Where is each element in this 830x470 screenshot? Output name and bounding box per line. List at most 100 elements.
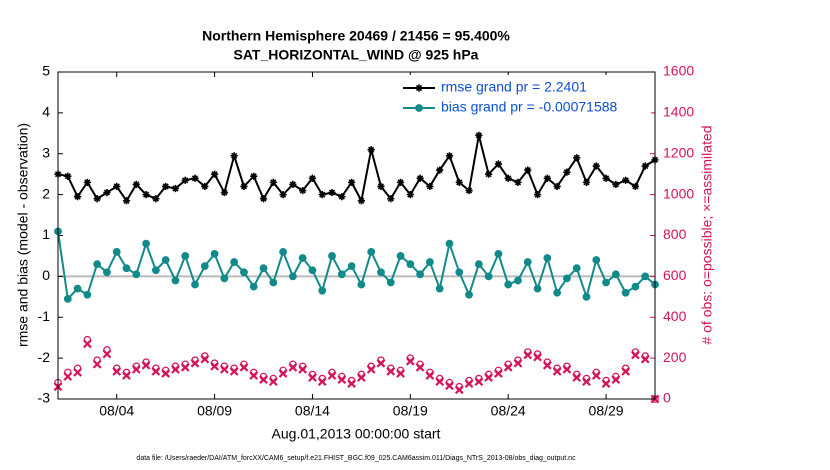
marker: [611, 270, 620, 279]
marker: [524, 166, 532, 174]
marker: [533, 352, 542, 362]
marker: [357, 373, 366, 382]
y2-tick-label: 1600: [663, 63, 694, 79]
marker: [591, 371, 601, 380]
chart-title: Northern Hemisphere 20469 / 21456 = 95.4…: [202, 28, 510, 44]
marker: [122, 371, 131, 380]
marker: [415, 362, 425, 372]
x-tick-label: 08/24: [491, 403, 526, 419]
marker: [161, 256, 170, 264]
marker: [318, 191, 326, 199]
marker: [475, 131, 483, 139]
marker: [141, 360, 151, 370]
marker: [533, 191, 542, 199]
y-tick-label: 0: [42, 267, 50, 283]
marker: [64, 172, 72, 180]
marker: [562, 364, 572, 374]
marker: [455, 268, 464, 277]
marker: [504, 174, 512, 182]
marker: [435, 377, 445, 387]
marker: [445, 152, 454, 160]
marker: [83, 178, 91, 186]
x-tick-label: 08/29: [589, 403, 624, 419]
marker: [180, 362, 190, 372]
marker: [201, 182, 209, 191]
marker: [396, 252, 405, 260]
marker: [406, 191, 414, 199]
x-tick-label: 08/19: [393, 403, 428, 419]
marker: [622, 176, 630, 184]
marker: [484, 373, 494, 382]
marker: [582, 377, 591, 387]
marker: [142, 191, 150, 199]
marker: [73, 368, 82, 377]
marker: [219, 364, 229, 374]
marker: [513, 358, 523, 368]
marker: [162, 182, 170, 191]
marker: [240, 268, 248, 277]
marker: [563, 274, 571, 283]
marker: [191, 174, 199, 182]
marker: [484, 272, 493, 281]
marker: [259, 264, 268, 273]
y-axis-label: rmse and bias (model - observation): [15, 123, 31, 347]
y2-tick-label: 800: [663, 226, 687, 242]
marker: [190, 358, 200, 368]
marker: [572, 264, 581, 273]
marker: [151, 266, 160, 275]
marker: [259, 195, 268, 203]
y-tick-label: 4: [42, 104, 50, 120]
marker: [122, 264, 131, 273]
marker: [631, 350, 640, 360]
marker: [191, 280, 199, 289]
marker: [641, 272, 650, 281]
marker: [347, 379, 356, 389]
y-tick-label: -2: [38, 349, 51, 365]
marker: [269, 178, 277, 186]
marker: [631, 282, 640, 291]
footnote: data file: /Users/raeder/DAI/ATM_forcXX/…: [136, 455, 576, 462]
marker: [112, 247, 121, 256]
y2-axis-label: # of obs: o=possible; ×=assimilated: [699, 125, 715, 344]
marker: [220, 188, 228, 197]
legend-box: [399, 75, 651, 121]
marker: [572, 373, 582, 382]
marker: [357, 197, 365, 205]
marker: [553, 182, 561, 191]
marker: [171, 184, 180, 193]
marker: [377, 268, 385, 277]
y-tick-label: 5: [42, 63, 50, 79]
marker: [611, 375, 621, 384]
marker: [132, 180, 140, 189]
marker: [299, 186, 307, 195]
marker: [494, 249, 503, 258]
marker: [573, 154, 581, 162]
marker: [131, 364, 141, 374]
marker: [582, 292, 591, 301]
y2-tick-label: 400: [663, 308, 687, 324]
marker: [278, 369, 288, 378]
marker: [602, 278, 610, 287]
marker: [288, 362, 298, 372]
marker: [220, 274, 229, 283]
marker: [552, 367, 562, 376]
marker: [455, 178, 463, 186]
marker: [454, 385, 464, 395]
marker: [317, 377, 327, 387]
marker: [533, 284, 542, 293]
marker: [210, 361, 219, 371]
legend-label: bias grand pr = -0.00071588: [441, 99, 618, 115]
plot-frame: [57, 71, 656, 400]
marker: [396, 369, 405, 378]
marker: [93, 195, 101, 203]
marker: [308, 373, 317, 382]
marker: [210, 249, 219, 258]
marker: [426, 182, 434, 191]
marker: [63, 372, 73, 381]
marker: [200, 262, 209, 271]
legend-label: rmse grand pr = 2.2401: [441, 79, 587, 95]
y-tick-label: 2: [42, 185, 50, 201]
marker: [308, 174, 317, 182]
marker: [289, 180, 297, 189]
marker: [229, 367, 239, 376]
